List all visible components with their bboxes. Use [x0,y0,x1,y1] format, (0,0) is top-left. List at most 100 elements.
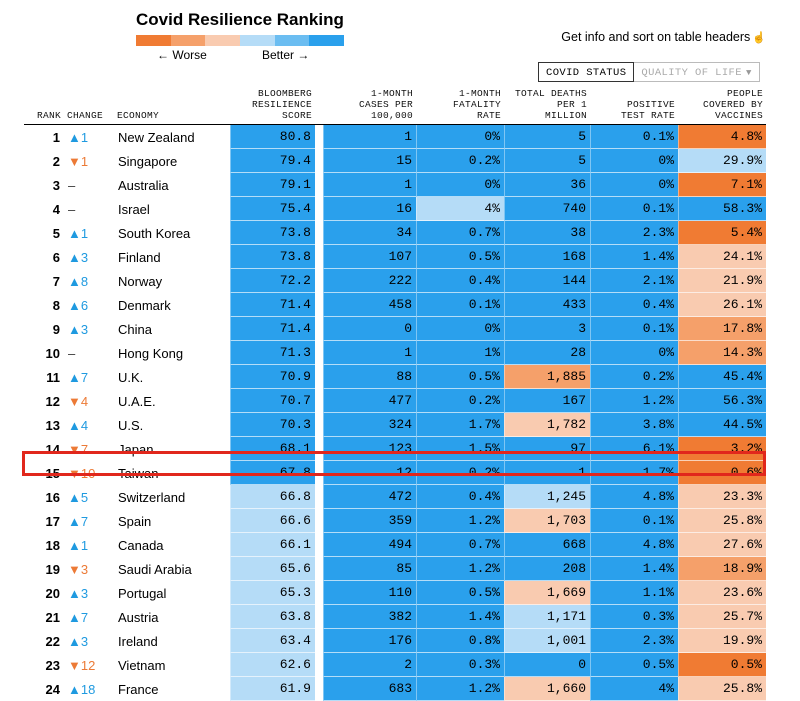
cell-resilience-score: 63.4 [230,629,315,653]
table-row[interactable]: 2 ▼1 Singapore 79.4 15 0.2% 5 0% 29.9% [24,149,766,173]
tab-quality-of-life[interactable]: QUALITY OF LIFE ▼ [634,62,760,82]
header-resilience-score[interactable]: BLOOMBERG RESILIENCE SCORE [230,88,315,125]
cell-fatality-rate: 0.2% [416,461,504,485]
cell-resilience-score: 65.3 [230,581,315,605]
cell-economy: South Korea [118,225,191,241]
table-row[interactable]: 24 ▲18 France 61.9 683 1.2% 1,660 4% 25.8% [24,677,766,701]
cell-positive-test-rate: 0.1% [590,197,678,221]
cell-vaccines: 26.1% [678,293,766,317]
cell-total-deaths: 1 [504,461,590,485]
cell-vaccines: 23.3% [678,485,766,509]
legend-better-label: Better → [262,48,310,62]
cell-total-deaths: 1,669 [504,581,590,605]
cell-resilience-score: 62.6 [230,653,315,677]
cell-change: ▼7 [68,441,89,457]
cell-economy: China [118,321,152,337]
cell-resilience-score: 71.4 [230,293,315,317]
tab-quality-of-life-label: QUALITY OF LIFE [641,67,742,79]
column-gap [315,245,323,269]
cell-resilience-score: 71.3 [230,341,315,365]
table-row[interactable]: 9 ▲3 China 71.4 0 0% 3 0.1% 17.8% [24,317,766,341]
cell-economy: U.S. [118,417,144,433]
cell-fatality-rate: 4% [416,197,504,221]
cell-change: ▼10 [68,465,96,481]
cell-resilience-score: 79.1 [230,173,315,197]
cell-cases: 359 [323,509,416,533]
cell-change: ▼3 [68,561,89,577]
table-row[interactable]: 12 ▼4 U.A.E. 70.7 477 0.2% 167 1.2% 56.3% [24,389,766,413]
cell-economy: Austria [118,609,159,625]
cell-change: ▲3 [68,321,89,337]
cell-change: ▲5 [68,489,89,505]
header-rank[interactable]: RANK [24,88,64,125]
table-row[interactable]: 5 ▲1 South Korea 73.8 34 0.7% 38 2.3% 5.4% [24,221,766,245]
table-row[interactable]: 16 ▲5 Switzerland 66.8 472 0.4% 1,245 4.8% 23.3% [24,485,766,509]
table-row[interactable]: 19 ▼3 Saudi Arabia 65.6 85 1.2% 208 1.4% 18.9% [24,557,766,581]
cell-total-deaths: 5 [504,149,590,173]
cell-cases: 472 [323,485,416,509]
table-row[interactable]: 21 ▲7 Austria 63.8 382 1.4% 1,171 0.3% 25.7% [24,605,766,629]
cell-vaccines: 3.2% [678,437,766,461]
cell-economy: Australia [118,177,169,193]
cell-fatality-rate: 1% [416,341,504,365]
cell-rank: 7 [52,273,60,289]
table-row[interactable]: 8 ▲6 Denmark 71.4 458 0.1% 433 0.4% 26.1% [24,293,766,317]
cell-economy: Switzerland [118,489,186,505]
header-economy[interactable]: ECONOMY [114,88,230,125]
cell-change: ▼4 [68,393,89,409]
header-fatality-rate[interactable]: 1-MONTH FATALITY RATE [416,88,504,125]
cell-rank: 2 [52,153,60,169]
table-row[interactable]: 15 ▼10 Taiwan 67.8 12 0.2% 1 1.7% 0.6% [24,461,766,485]
header-change[interactable]: CHANGE [64,88,114,125]
cell-change: ▲3 [68,249,89,265]
cell-economy: U.K. [118,369,144,385]
cell-positive-test-rate: 6.1% [590,437,678,461]
header-total-deaths[interactable]: TOTAL DEATHS PER 1 MILLION [504,88,590,125]
cell-fatality-rate: 0% [416,125,504,149]
column-gap [315,88,323,125]
column-gap [315,653,323,677]
cell-resilience-score: 70.7 [230,389,315,413]
table-row[interactable]: 20 ▲3 Portugal 65.3 110 0.5% 1,669 1.1% 23.6% [24,581,766,605]
cell-cases: 494 [323,533,416,557]
cell-vaccines: 29.9% [678,149,766,173]
cell-rank: 4 [52,201,60,217]
cell-total-deaths: 167 [504,389,590,413]
table-row[interactable]: 4– Israel 75.4 16 4% 740 0.1% 58.3% [24,197,766,221]
table-row[interactable]: 11 ▲7 U.K. 70.9 88 0.5% 1,885 0.2% 45.4% [24,365,766,389]
table-row[interactable]: 14 ▼7 Japan 68.1 123 1.5% 97 6.1% 3.2% [24,437,766,461]
cell-cases: 0 [323,317,416,341]
cell-rank: 20 [45,585,60,601]
table-row[interactable]: 22 ▲3 Ireland 63.4 176 0.8% 1,001 2.3% 19.9% [24,629,766,653]
table-row[interactable]: 3– Australia 79.1 1 0% 36 0% 7.1% [24,173,766,197]
table-row[interactable]: 17 ▲7 Spain 66.6 359 1.2% 1,703 0.1% 25.8% [24,509,766,533]
tab-covid-status[interactable]: COVID STATUS [538,62,635,82]
cell-economy: Vietnam [118,657,166,673]
table-row[interactable]: 10– Hong Kong 71.3 1 1% 28 0% 14.3% [24,341,766,365]
cell-change: – [68,345,76,361]
cell-vaccines: 56.3% [678,389,766,413]
cell-vaccines: 5.4% [678,221,766,245]
table-row[interactable]: 13 ▲4 U.S. 70.3 324 1.7% 1,782 3.8% 44.5% [24,413,766,437]
cell-resilience-score: 73.8 [230,245,315,269]
page-title: Covid Resilience Ranking [136,10,344,29]
cell-positive-test-rate: 0.1% [590,125,678,149]
cell-fatality-rate: 0.2% [416,389,504,413]
cell-economy: Taiwan [118,465,159,481]
column-gap [315,437,323,461]
header-positive-test-rate[interactable]: POSITIVE TEST RATE [590,88,678,125]
cell-resilience-score: 70.9 [230,365,315,389]
cell-change: ▲1 [68,225,89,241]
cell-positive-test-rate: 0% [590,341,678,365]
cell-vaccines: 7.1% [678,173,766,197]
cell-positive-test-rate: 3.8% [590,413,678,437]
table-row[interactable]: 18 ▲1 Canada 66.1 494 0.7% 668 4.8% 27.6% [24,533,766,557]
header-vaccines[interactable]: PEOPLE COVERED BY VACCINES [678,88,766,125]
table-row[interactable]: 1 ▲1 New Zealand 80.8 1 0% 5 0.1% 4.8% [24,125,766,149]
cell-economy: Ireland [118,633,158,649]
table-row[interactable]: 6 ▲3 Finland 73.8 107 0.5% 168 1.4% 24.1% [24,245,766,269]
header-cases[interactable]: 1-MONTH CASES PER 100,000 [323,88,416,125]
table-row[interactable]: 7 ▲8 Norway 72.2 222 0.4% 144 2.1% 21.9% [24,269,766,293]
cell-economy: Japan [118,441,154,457]
table-row[interactable]: 23 ▼12 Vietnam 62.6 2 0.3% 0 0.5% 0.5% [24,653,766,677]
